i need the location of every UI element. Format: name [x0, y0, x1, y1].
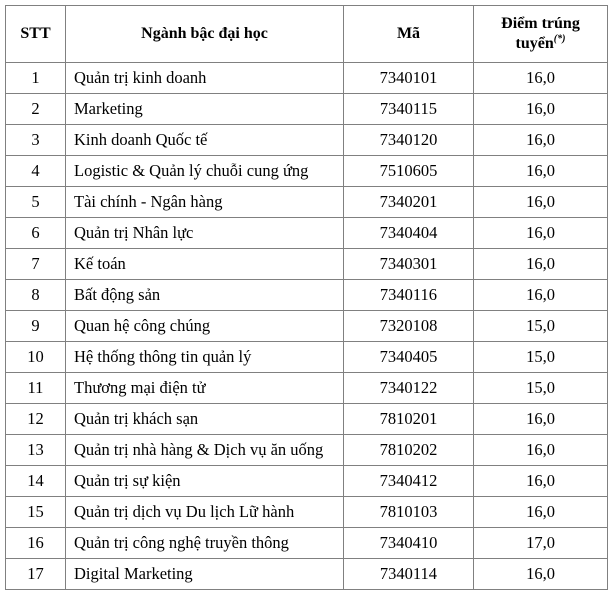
cell-nganh: Quản trị công nghệ truyền thông [65, 527, 344, 559]
table-header: STT Ngành bậc đại học Mã Điểm trúng tuyể… [5, 5, 608, 63]
cell-ma: 7810103 [343, 496, 474, 528]
cell-nganh: Kinh doanh Quốc tế [65, 124, 344, 156]
table-row: 7 Kế toán 7340301 16,0 [5, 248, 608, 280]
table-row: 2 Marketing 7340115 16,0 [5, 93, 608, 125]
cell-nganh: Quản trị nhà hàng & Dịch vụ ăn uống [65, 434, 344, 466]
table-row: 9 Quan hệ công chúng 7320108 15,0 [5, 310, 608, 342]
cell-nganh: Kế toán [65, 248, 344, 280]
cell-diem: 16,0 [473, 155, 608, 187]
cell-stt: 10 [5, 341, 66, 373]
cell-ma: 7510605 [343, 155, 474, 187]
cell-diem: 16,0 [473, 93, 608, 125]
cell-ma: 7340116 [343, 279, 474, 311]
table-row: 13 Quản trị nhà hàng & Dịch vụ ăn uống 7… [5, 434, 608, 466]
cell-nganh: Quản trị sự kiện [65, 465, 344, 497]
cell-ma: 7340405 [343, 341, 474, 373]
cell-nganh: Quản trị kinh doanh [65, 62, 344, 94]
cell-ma: 7340201 [343, 186, 474, 218]
cell-ma: 7810202 [343, 434, 474, 466]
cell-stt: 15 [5, 496, 66, 528]
cell-diem: 16,0 [473, 186, 608, 218]
column-header-ma: Mã [343, 5, 474, 63]
cell-stt: 3 [5, 124, 66, 156]
cell-ma: 7340101 [343, 62, 474, 94]
table-row: 11 Thương mại điện tử 7340122 15,0 [5, 372, 608, 404]
cell-stt: 8 [5, 279, 66, 311]
table-row: 12 Quản trị khách sạn 7810201 16,0 [5, 403, 608, 435]
table-row: 5 Tài chính - Ngân hàng 7340201 16,0 [5, 186, 608, 218]
column-header-diem-text: Điểm trúng tuyển(*) [495, 14, 587, 54]
cell-stt: 7 [5, 248, 66, 280]
cell-ma: 7810201 [343, 403, 474, 435]
cell-ma: 7340120 [343, 124, 474, 156]
table-row: 4 Logistic & Quản lý chuỗi cung ứng 7510… [5, 155, 608, 187]
cell-nganh: Digital Marketing [65, 558, 344, 590]
table-row: 3 Kinh doanh Quốc tế 7340120 16,0 [5, 124, 608, 156]
cell-diem: 15,0 [473, 372, 608, 404]
cell-diem: 16,0 [473, 496, 608, 528]
cell-diem: 16,0 [473, 124, 608, 156]
cell-nganh: Marketing [65, 93, 344, 125]
cell-stt: 9 [5, 310, 66, 342]
cell-stt: 2 [5, 93, 66, 125]
table-row: 17 Digital Marketing 7340114 16,0 [5, 558, 608, 590]
table-row: 1 Quản trị kinh doanh 7340101 16,0 [5, 62, 608, 94]
cell-ma: 7320108 [343, 310, 474, 342]
cell-nganh: Quản trị khách sạn [65, 403, 344, 435]
cell-diem: 16,0 [473, 217, 608, 249]
cell-ma: 7340122 [343, 372, 474, 404]
cell-diem: 16,0 [473, 558, 608, 590]
cell-nganh: Tài chính - Ngân hàng [65, 186, 344, 218]
table-row: 15 Quản trị dịch vụ Du lịch Lữ hành 7810… [5, 496, 608, 528]
cell-diem: 15,0 [473, 310, 608, 342]
cell-diem: 16,0 [473, 434, 608, 466]
cell-diem: 16,0 [473, 62, 608, 94]
table-row: 14 Quản trị sự kiện 7340412 16,0 [5, 465, 608, 497]
cell-nganh: Quản trị dịch vụ Du lịch Lữ hành [65, 496, 344, 528]
table-body: 1 Quản trị kinh doanh 7340101 16,0 2 Mar… [5, 62, 608, 590]
cell-stt: 13 [5, 434, 66, 466]
column-header-nganh: Ngành bậc đại học [65, 5, 344, 63]
cell-diem: 16,0 [473, 248, 608, 280]
cell-stt: 16 [5, 527, 66, 559]
column-header-diem-label: Điểm trúng tuyển [501, 15, 580, 52]
cell-ma: 7340404 [343, 217, 474, 249]
column-header-stt: STT [5, 5, 66, 63]
cell-nganh: Hệ thống thông tin quản lý [65, 341, 344, 373]
table-row: 8 Bất động sản 7340116 16,0 [5, 279, 608, 311]
cell-stt: 6 [5, 217, 66, 249]
cell-diem: 17,0 [473, 527, 608, 559]
cell-diem: 16,0 [473, 465, 608, 497]
cell-diem: 15,0 [473, 341, 608, 373]
cell-nganh: Quản trị Nhân lực [65, 217, 344, 249]
cell-nganh: Bất động sản [65, 279, 344, 311]
cell-stt: 4 [5, 155, 66, 187]
column-header-diem: Điểm trúng tuyển(*) [473, 5, 608, 63]
cell-diem: 16,0 [473, 403, 608, 435]
cell-stt: 12 [5, 403, 66, 435]
cell-stt: 1 [5, 62, 66, 94]
cell-ma: 7340410 [343, 527, 474, 559]
cell-ma: 7340301 [343, 248, 474, 280]
cell-ma: 7340115 [343, 93, 474, 125]
cell-diem: 16,0 [473, 279, 608, 311]
table-header-row: STT Ngành bậc đại học Mã Điểm trúng tuyể… [5, 5, 608, 63]
cell-nganh: Quan hệ công chúng [65, 310, 344, 342]
cell-stt: 5 [5, 186, 66, 218]
table-row: 16 Quản trị công nghệ truyền thông 73404… [5, 527, 608, 559]
cell-stt: 14 [5, 465, 66, 497]
table-row: 6 Quản trị Nhân lực 7340404 16,0 [5, 217, 608, 249]
cell-stt: 11 [5, 372, 66, 404]
footnote-marker: (*) [553, 33, 566, 45]
cell-stt: 17 [5, 558, 66, 590]
cell-nganh: Logistic & Quản lý chuỗi cung ứng [65, 155, 344, 187]
cell-nganh: Thương mại điện tử [65, 372, 344, 404]
cell-ma: 7340412 [343, 465, 474, 497]
table-row: 10 Hệ thống thông tin quản lý 7340405 15… [5, 341, 608, 373]
cell-ma: 7340114 [343, 558, 474, 590]
admission-scores-table: STT Ngành bậc đại học Mã Điểm trúng tuyể… [5, 5, 608, 590]
